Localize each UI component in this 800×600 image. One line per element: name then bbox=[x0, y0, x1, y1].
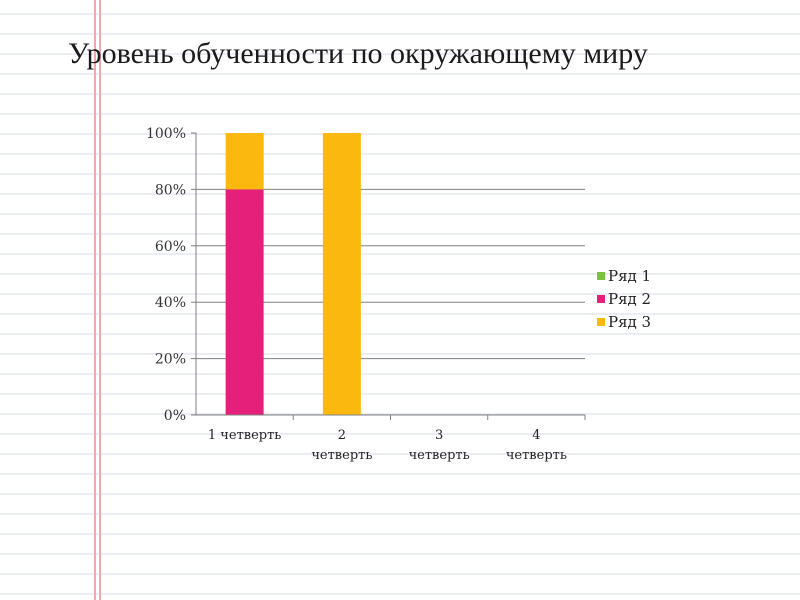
y-tick-label: 60% bbox=[155, 239, 186, 255]
bar-segment bbox=[322, 133, 361, 415]
y-tick-label: 80% bbox=[155, 182, 186, 198]
x-category-label: 1 четверть bbox=[208, 428, 282, 443]
y-tick-label: 0% bbox=[164, 408, 186, 424]
legend-swatch bbox=[597, 295, 605, 303]
y-tick-label: 100% bbox=[146, 126, 186, 142]
x-category-label: четверть bbox=[506, 448, 567, 463]
legend-swatch bbox=[597, 318, 605, 326]
bars bbox=[225, 133, 361, 415]
legend: Ряд 1 Ряд 2 Ряд 3 bbox=[597, 267, 651, 331]
x-category-label: 4 bbox=[532, 428, 540, 443]
legend-swatch bbox=[597, 272, 605, 280]
x-category-label: 3 bbox=[435, 428, 443, 443]
bar-segment bbox=[225, 189, 264, 415]
axes: 0% 20% 40% 60% 80% 100% 1 четверть 2 четверть 3 че… bbox=[146, 126, 586, 463]
x-category-label: четверть bbox=[311, 448, 372, 463]
legend-label: Ряд 3 bbox=[608, 313, 651, 331]
x-category-label: 2 bbox=[338, 428, 346, 443]
legend-label: Ряд 1 bbox=[608, 267, 651, 285]
y-tick-label: 40% bbox=[155, 295, 186, 311]
legend-label: Ряд 2 bbox=[608, 290, 651, 308]
y-tick-label: 20% bbox=[155, 352, 186, 368]
x-category-label: четверть bbox=[409, 448, 470, 463]
slide-title: Уровень обученности по окружающему миру bbox=[68, 37, 648, 70]
bar-segment bbox=[225, 133, 264, 190]
